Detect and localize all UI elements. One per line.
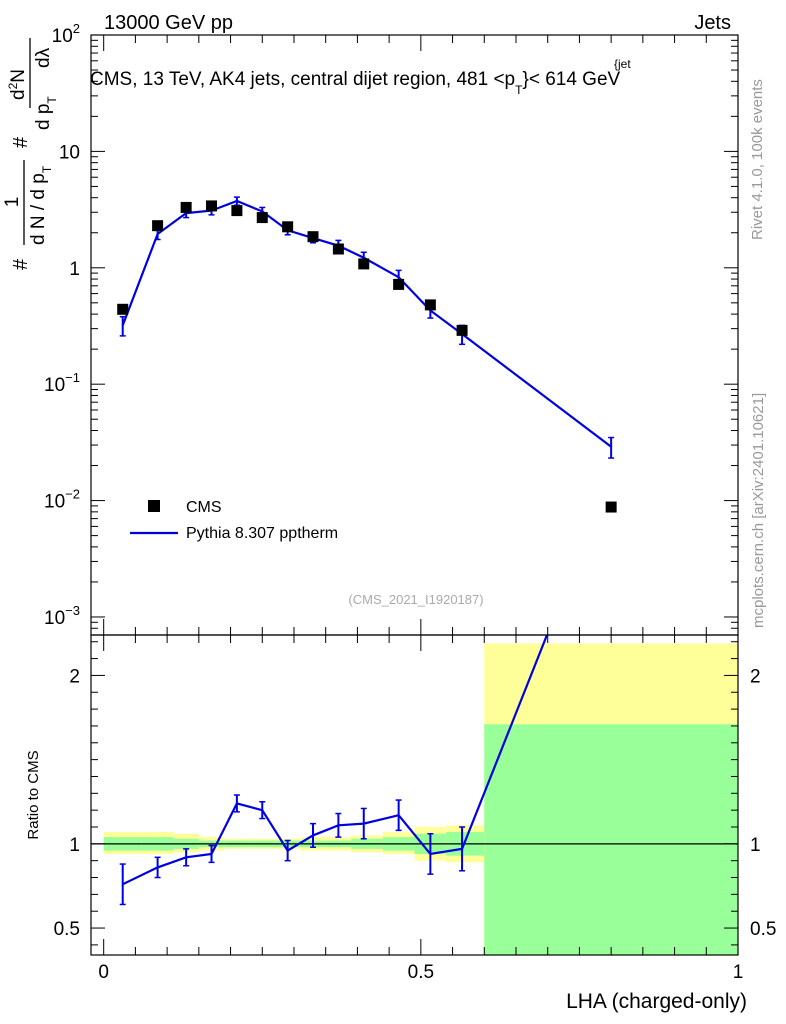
y-label-hash: # bbox=[10, 258, 32, 270]
y-label-dpt: d pT bbox=[33, 96, 59, 130]
main-y-tick-labels: 10−3 10−2 10−1 1 10 102 bbox=[44, 21, 80, 629]
ratio-frame bbox=[90, 634, 739, 956]
ratio-y-axis-label: Ratio to CMS bbox=[25, 750, 42, 839]
cms-data-point bbox=[307, 231, 319, 243]
main-frame bbox=[90, 34, 739, 636]
legend-cms-label: CMS bbox=[186, 499, 222, 516]
legend-pythia-label: Pythia 8.307 pptherm bbox=[186, 525, 338, 542]
pythia-line bbox=[121, 199, 612, 448]
ratio-data-layer bbox=[119, 635, 549, 906]
ratio-line bbox=[122, 635, 549, 886]
ratio-y-tick-label-right: 0.5 bbox=[750, 919, 776, 940]
category-label: Jets bbox=[694, 12, 731, 34]
y-label-d2n: d2N bbox=[6, 69, 29, 100]
cms-data-point bbox=[206, 200, 218, 212]
main-y-tick-label: 1 bbox=[69, 259, 80, 280]
main-y-axis-label: # 1 d N / d pT # d2N d pT dλ bbox=[2, 38, 59, 270]
cms-data-point bbox=[456, 324, 468, 336]
ratio-y-tick-label-left: 1 bbox=[69, 835, 80, 856]
main-panel: 10−3 10−2 10−1 1 10 102 CMS, 13 TeV, AK4 jets… bbox=[2, 21, 739, 636]
chart-title: CMS, 13 TeV, AK4 jets, central dijet reg… bbox=[90, 69, 621, 97]
ratio-panel: 0.5 0.51 12 2 0 0.5 1 Ratio to CMS LHA (charg… bbox=[25, 634, 777, 1013]
legend-cms-marker bbox=[148, 500, 160, 512]
cms-data-point bbox=[256, 212, 268, 224]
ratio-y-tick-label-right: 2 bbox=[750, 666, 761, 687]
cms-data-point bbox=[231, 205, 243, 217]
ratio-inner-band bbox=[484, 724, 738, 955]
x-tick-label: 0 bbox=[98, 962, 109, 983]
x-tick-labels: 0 0.5 1 bbox=[98, 962, 743, 983]
main-y-tick-label: 10−1 bbox=[44, 370, 80, 396]
main-y-tick-label: 10−3 bbox=[44, 603, 80, 629]
ratio-y-tick-label-right: 1 bbox=[750, 835, 761, 856]
cms-data-point bbox=[282, 221, 294, 233]
main-y-tick-label: 10 bbox=[59, 142, 80, 163]
legend: CMS Pythia 8.307 pptherm bbox=[130, 499, 338, 542]
main-axis-ticks bbox=[91, 34, 739, 636]
x-tick-label: 1 bbox=[733, 962, 744, 983]
main-data-layer bbox=[117, 196, 617, 513]
energy-label: 13000 GeV pp bbox=[104, 12, 233, 34]
analysis-id: (CMS_2021_I1920187) bbox=[348, 592, 483, 607]
x-tick-label: 0.5 bbox=[408, 962, 434, 983]
chart-title-superscript: {jet bbox=[614, 57, 631, 71]
mcplots-label: mcplots.cern.ch [arXiv:2401.10621] bbox=[750, 393, 767, 628]
ratio-y-tick-labels: 0.5 0.5 1 1 2 2 bbox=[54, 666, 777, 940]
cms-data-point bbox=[605, 501, 617, 513]
cms-data-point bbox=[117, 303, 129, 315]
y-label-frac-den: d N / d pT bbox=[28, 165, 54, 245]
rivet-label: Rivet 4.1.0, 100k events bbox=[749, 79, 766, 240]
y-label-dlambda: dλ bbox=[33, 47, 54, 68]
y-label-frac-num: 1 bbox=[2, 197, 23, 208]
cms-data-point bbox=[424, 299, 436, 311]
cms-data-point bbox=[393, 278, 405, 290]
main-y-tick-label: 10−2 bbox=[44, 487, 80, 513]
y-label-hash-2: # bbox=[10, 136, 32, 148]
ratio-y-tick-label-left: 0.5 bbox=[54, 919, 80, 940]
ratio-y-tick-label-left: 2 bbox=[69, 666, 80, 687]
cms-data-point bbox=[180, 201, 192, 213]
main-y-tick-label: 102 bbox=[52, 21, 80, 47]
cms-data-point bbox=[332, 243, 344, 255]
ratio-uncertainty-bands bbox=[103, 643, 738, 955]
cms-data-point bbox=[358, 258, 370, 270]
x-axis-label: LHA (charged-only) bbox=[566, 990, 747, 1013]
cms-data-point bbox=[152, 220, 164, 232]
